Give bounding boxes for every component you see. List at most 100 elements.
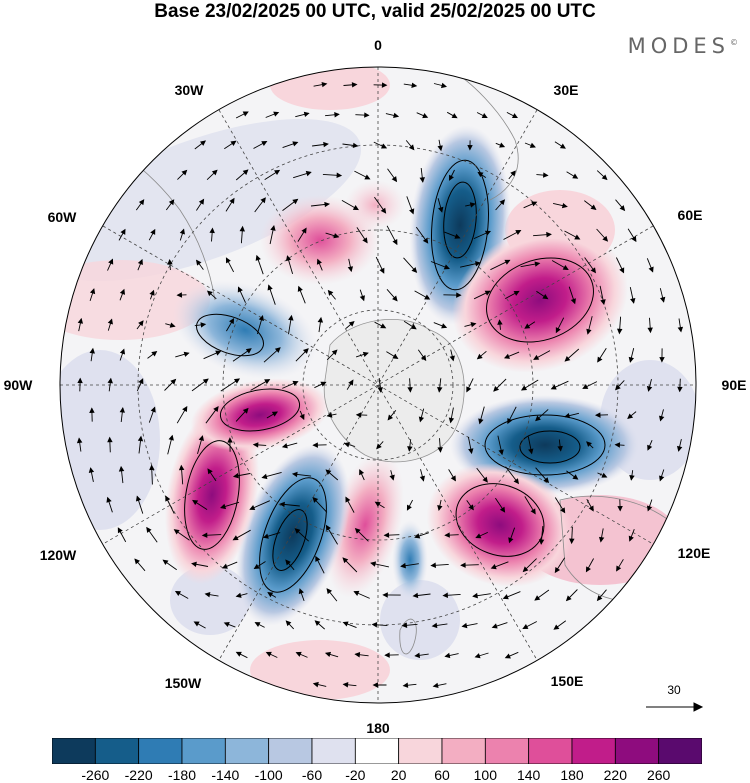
lon-label-90e: 90E — [722, 377, 747, 393]
wind-vector-head — [628, 535, 634, 542]
wind-vector-head — [168, 434, 174, 441]
wind-vector-head — [619, 205, 626, 212]
wind-vector-head — [312, 496, 319, 503]
wind-vector-head — [201, 532, 208, 538]
colorbar-swatch — [658, 738, 702, 764]
wind-vector-head — [376, 443, 382, 450]
wind-vector-head — [178, 464, 185, 471]
wind-vector-head — [331, 349, 338, 356]
wind-vector-head — [380, 143, 388, 149]
wind-vector-head — [542, 172, 549, 178]
wind-vector-head — [377, 387, 383, 393]
wind-vector-head — [89, 288, 96, 295]
colorbar-tick-label: -100 — [254, 767, 283, 783]
wind-vector-head — [227, 437, 233, 443]
wind-vector-head — [481, 113, 488, 118]
wind-vector-head — [207, 468, 213, 475]
wind-vector-head — [364, 174, 371, 180]
wind-vector-head — [271, 411, 278, 417]
wind-vector-head — [400, 562, 406, 569]
wind-vector-head — [119, 406, 125, 413]
wind-vector-head — [570, 298, 576, 305]
wind-vector-head — [353, 590, 360, 596]
colorbar-tick-label: 180 — [560, 767, 584, 783]
wind-vector-head — [412, 592, 419, 599]
wind-vector-head — [138, 199, 145, 206]
wind-vector-head — [352, 142, 359, 149]
wind-vector-head — [181, 169, 188, 176]
wind-vector-head — [312, 442, 318, 448]
wind-vector-head — [245, 348, 252, 354]
lon-label-60w: 60W — [48, 209, 78, 225]
wind-vector-head — [174, 591, 182, 597]
wind-vector-head — [342, 682, 349, 688]
wind-vector-head — [302, 348, 309, 354]
wind-vector-head — [235, 592, 242, 598]
wind-vector-head — [150, 228, 156, 235]
wind-vector-head — [461, 622, 468, 629]
brand-text: MODES — [627, 34, 730, 58]
wind-vector-head — [454, 233, 461, 239]
wind-vector-head — [76, 437, 83, 444]
wind-vector-head — [314, 620, 321, 626]
colorbar-swatch — [311, 738, 356, 764]
wind-vector-head — [629, 474, 635, 481]
wind-vector-head — [321, 81, 328, 88]
wind-vector-head — [490, 564, 497, 570]
wind-vector-head — [450, 475, 456, 482]
wind-vector-head — [534, 595, 541, 601]
colorbar-tick-label: 220 — [603, 767, 628, 783]
anomaly-negative-70w — [172, 280, 318, 380]
wind-vector-head — [297, 285, 303, 292]
wind-vector-head — [507, 417, 513, 425]
wind-vector-head — [315, 555, 321, 562]
wind-vector-head — [659, 415, 665, 422]
wind-vector-head — [348, 379, 354, 386]
wind-vector-head — [150, 406, 156, 413]
wind-vector-head — [522, 566, 529, 573]
wind-vector-head — [590, 204, 597, 211]
lon-label-0: 0 — [374, 37, 382, 53]
wind-vector-head — [524, 323, 531, 329]
wind-vector-head — [432, 682, 439, 689]
colorbar-swatch — [52, 738, 96, 764]
wind-vector-head — [225, 257, 231, 264]
wind-vector-head — [614, 442, 621, 448]
wind-vector-head — [466, 386, 472, 393]
wind-vector-head — [325, 524, 331, 531]
wind-vector-head — [364, 112, 370, 118]
wind-vector-head — [590, 267, 596, 274]
wind-vector-head — [326, 588, 333, 595]
anomaly-positive-60e — [452, 227, 628, 373]
wind-vector-head — [294, 528, 301, 534]
colorbar-tick-label: -260 — [81, 767, 110, 783]
wind-vector-head — [190, 561, 197, 567]
wind-vector-head — [261, 141, 268, 147]
wind-vector-head — [168, 199, 175, 206]
wind-vector-head — [384, 652, 390, 658]
wind-vector-head — [249, 505, 256, 510]
wind-vector-head — [312, 681, 319, 688]
wind-vector-head — [677, 445, 683, 452]
wind-vector-head — [348, 320, 355, 327]
wind-vector-head — [411, 82, 418, 88]
wind-vector-head — [117, 527, 123, 534]
wind-vector-head — [513, 290, 520, 296]
wind-vector-head — [137, 435, 144, 442]
wind-vector-head — [586, 441, 592, 447]
wind-vector-head — [261, 473, 268, 480]
wind-vector-head — [437, 145, 443, 152]
lon-label-30w: 30W — [175, 82, 205, 98]
chart-title: Base 23/02/2025 00 UTC, valid 25/02/2025… — [154, 1, 596, 22]
wind-vector-head — [200, 322, 207, 328]
anomaly-patch — [60, 119, 362, 281]
wind-vector-head — [230, 140, 237, 146]
wind-vector-head — [242, 169, 249, 176]
wind-vector-head — [193, 621, 200, 627]
wind-vector-head — [355, 412, 362, 418]
wind-vector-head — [387, 414, 394, 421]
wind-vector-head — [437, 504, 443, 511]
wind-vector-head — [258, 315, 264, 322]
wind-vector-head — [482, 476, 488, 483]
wind-vector-head — [342, 557, 349, 564]
